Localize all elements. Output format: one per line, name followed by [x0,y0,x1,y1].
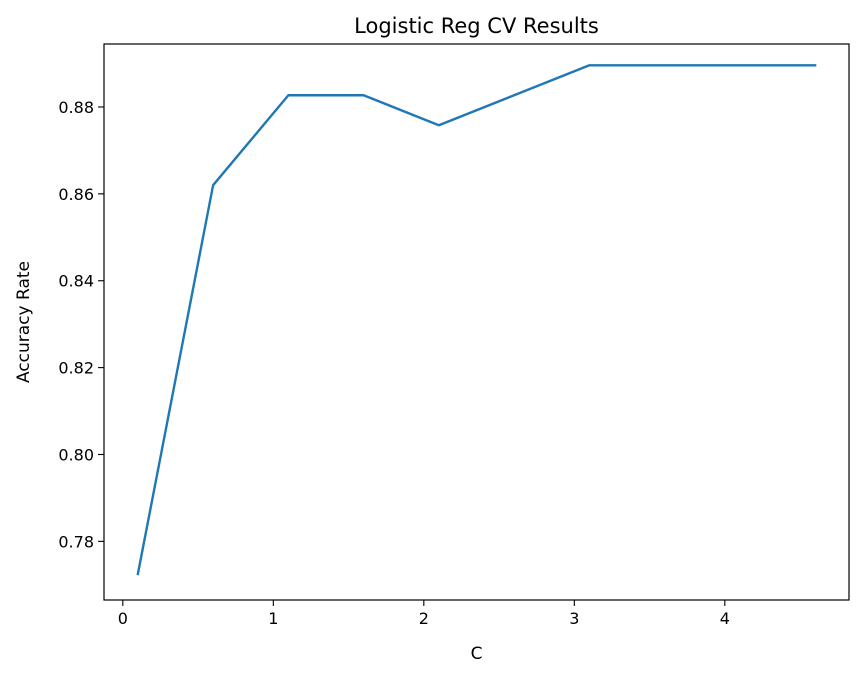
x-tick-label: 2 [419,609,429,628]
y-tick-label: 0.80 [58,445,94,464]
axes-frame [103,43,850,601]
plot-area [136,64,817,576]
y-tick-label: 0.84 [58,272,94,291]
x-tick-label: 0 [118,609,128,628]
series-line [136,64,817,576]
y-tick-label: 0.88 [58,98,94,117]
x-tick-label: 3 [569,609,579,628]
x-axis-label: C [471,644,483,664]
y-tick-label: 0.86 [58,185,94,204]
x-tick-label: 4 [720,609,730,628]
x-tick-label: 1 [268,609,278,628]
y-tick-label: 0.78 [58,532,94,551]
y-axis-ticks: 0.78 0.80 0.82 0.84 0.86 0.88 [58,98,104,551]
x-axis-ticks: 0 1 2 3 4 [118,600,730,628]
y-tick-label: 0.82 [58,359,94,378]
chart-title: Logistic Reg CV Results [354,14,599,38]
y-axis-label: Accuracy Rate [14,261,34,383]
